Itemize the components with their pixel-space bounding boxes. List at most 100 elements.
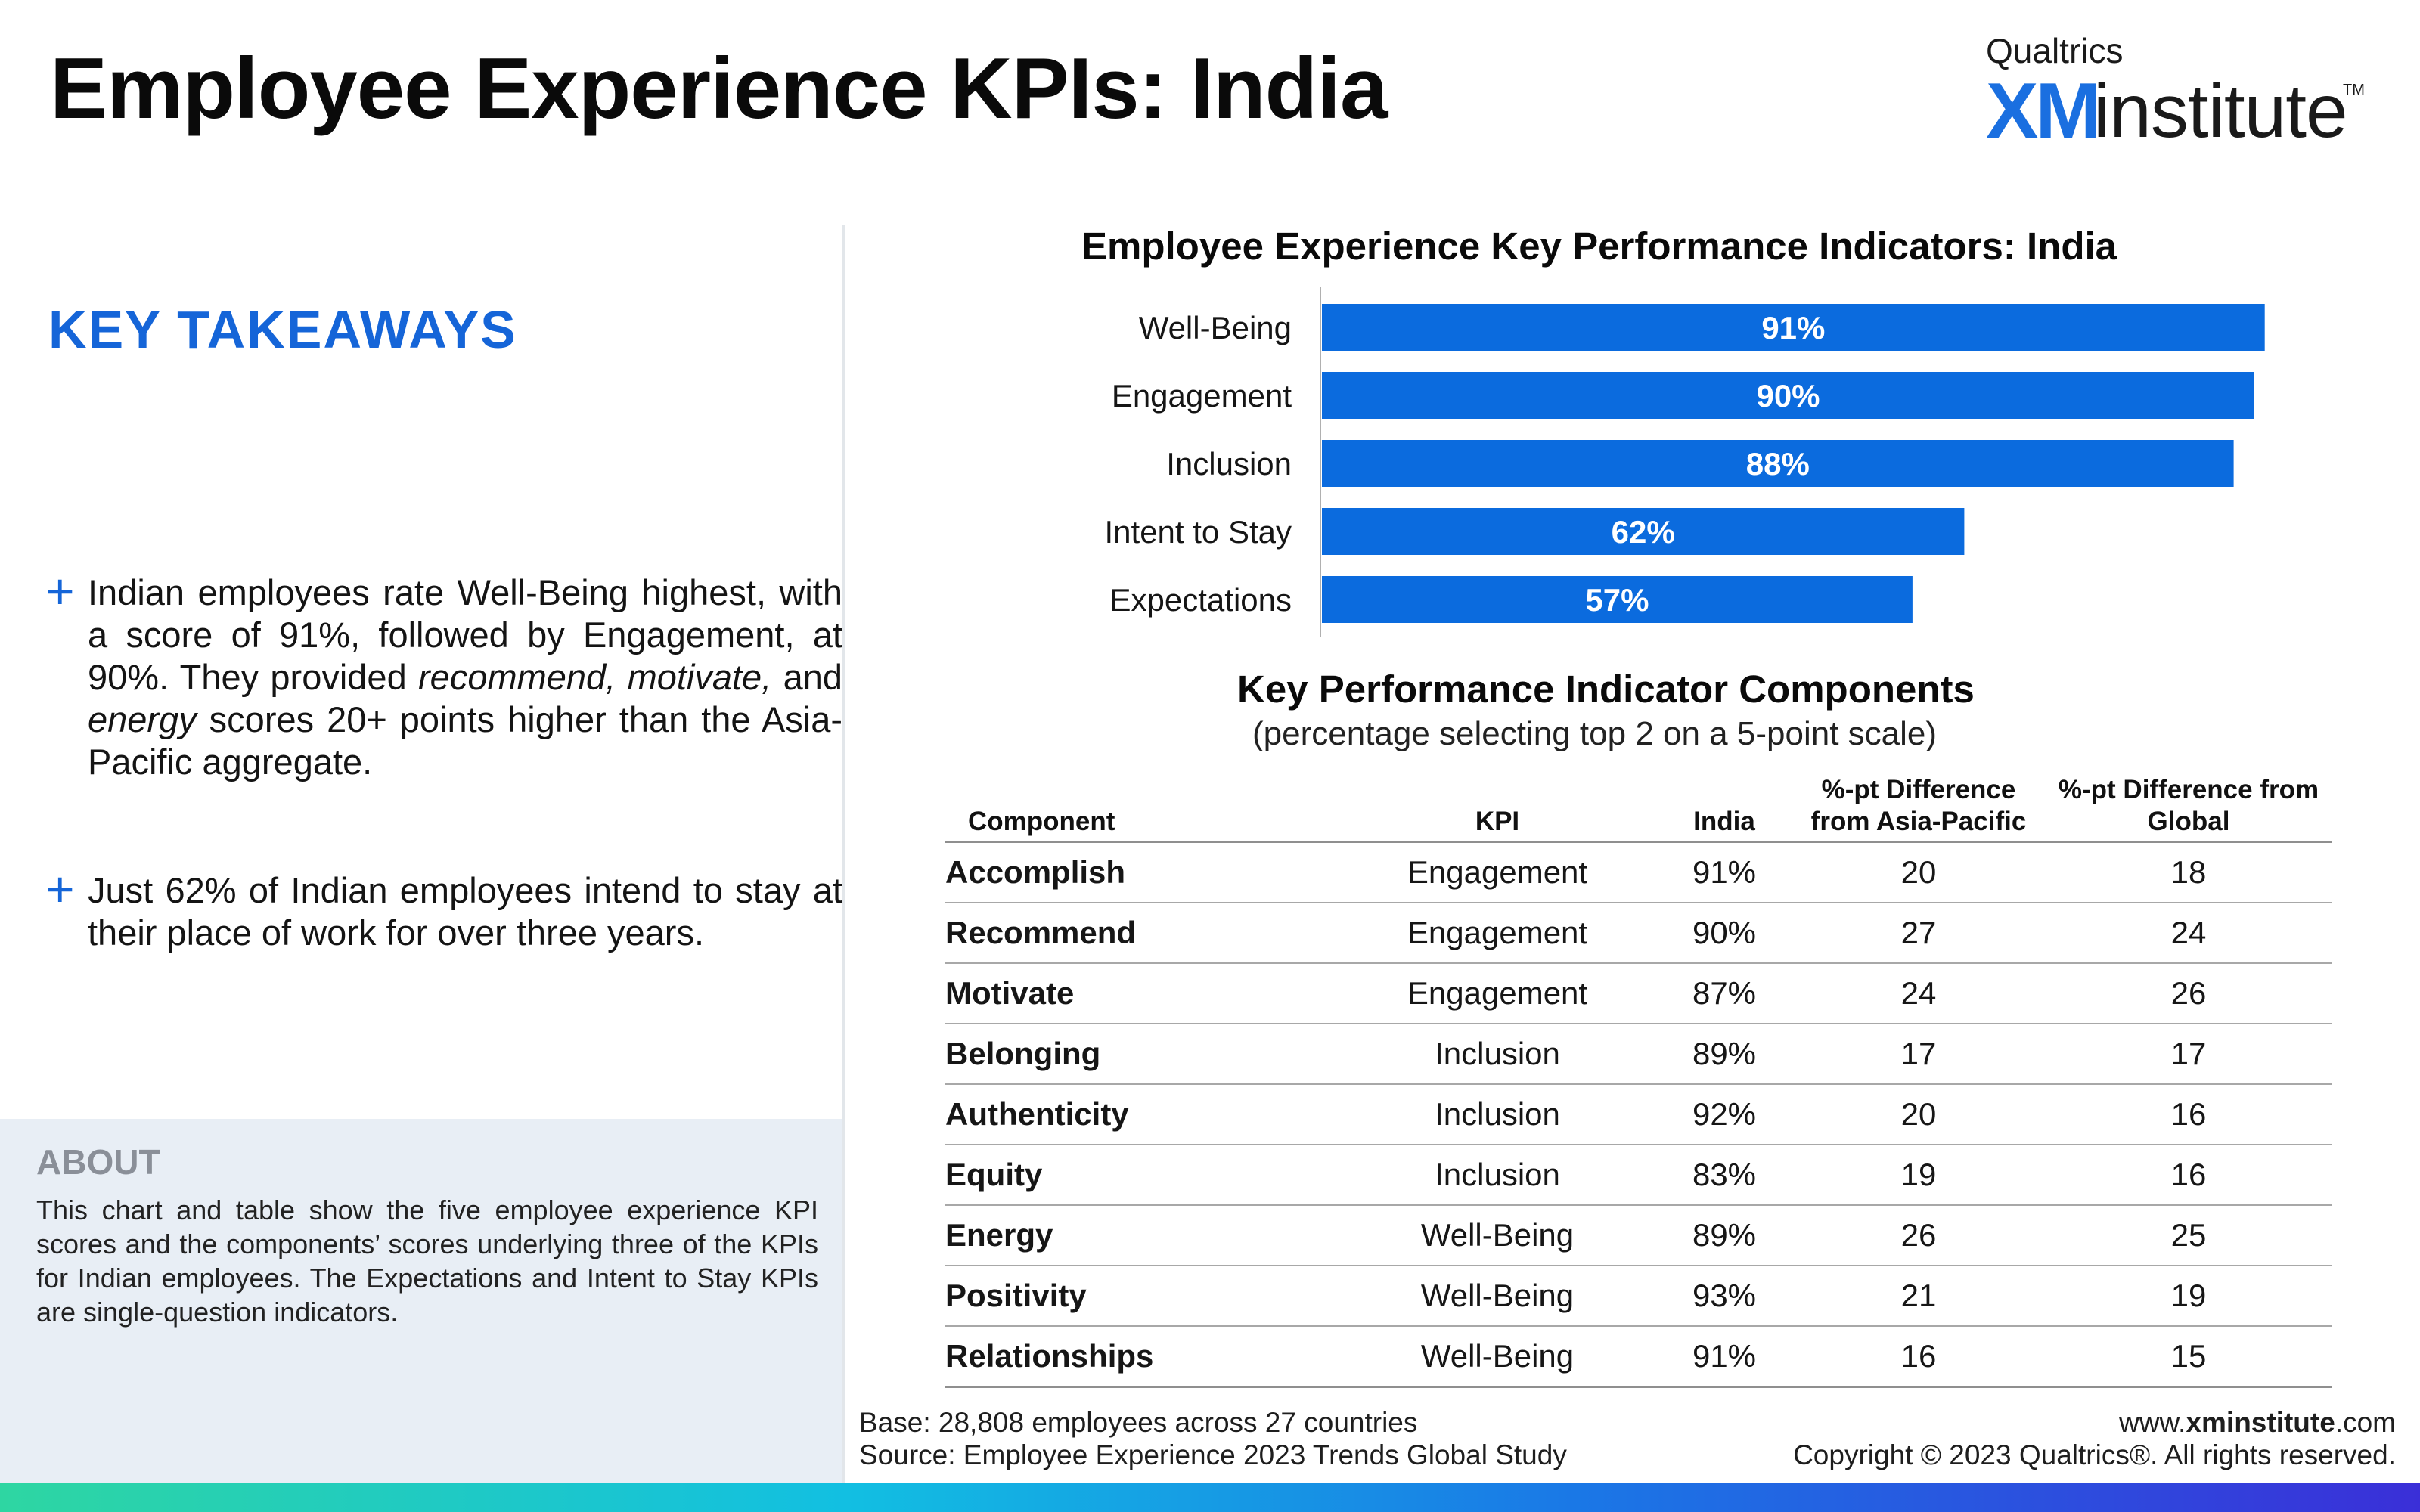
global-diff-cell: 18 [2045, 841, 2332, 903]
category-label: Engagement [1112, 378, 1292, 414]
category-label: Inclusion [1166, 446, 1292, 482]
logo-trademark: TM [2343, 82, 2365, 98]
apac-diff-cell: 17 [1792, 1024, 2045, 1085]
about-heading: ABOUT [36, 1142, 160, 1182]
table-row: Belonging Inclusion 89% 17 17 [945, 1024, 2332, 1085]
table-row: Authenticity Inclusion 92% 20 16 [945, 1084, 2332, 1145]
url-domain: xminstitute [2186, 1407, 2335, 1438]
global-diff-cell: 25 [2045, 1205, 2332, 1266]
kpi-bar-chart: Well-Being 91% Engagement 90% Inclusion 88% In… [1105, 287, 2265, 637]
global-diff-cell: 16 [2045, 1084, 2332, 1145]
column-divider [842, 225, 845, 1483]
website-link[interactable]: www.xminstitute.com [1793, 1406, 2396, 1439]
kpi-bar [1322, 440, 2234, 487]
category-label: Intent to Stay [1105, 514, 1292, 550]
apac-diff-cell: 20 [1792, 1084, 2045, 1145]
apac-diff-cell: 20 [1792, 841, 2045, 903]
component-cell: Belonging [945, 1024, 1339, 1085]
takeaway-1-emphasis-1: recommend, motivate, [418, 657, 772, 697]
bar-value-label: 88% [1746, 446, 1810, 482]
kpi-cell: Engagement [1339, 841, 1656, 903]
kpi-cell: Inclusion [1339, 1145, 1656, 1206]
table-row: Equity Inclusion 83% 19 16 [945, 1145, 2332, 1206]
table-column-header: KPI [1339, 771, 1656, 843]
global-diff-cell: 19 [2045, 1266, 2332, 1327]
apac-diff-cell: 26 [1792, 1205, 2045, 1266]
bar-value-label: 62% [1612, 514, 1675, 550]
apac-diff-cell: 24 [1792, 963, 2045, 1024]
kpi-chart-title: Employee Experience Key Performance Indi… [1081, 225, 2118, 268]
table-row: Accomplish Engagement 91% 20 18 [945, 841, 2332, 903]
category-label: Well-Being [1139, 310, 1292, 345]
kpi-cell: Inclusion [1339, 1084, 1656, 1145]
global-diff-cell: 26 [2045, 963, 2332, 1024]
apac-diff-cell: 16 [1792, 1326, 2045, 1388]
url-suffix: .com [2335, 1407, 2396, 1438]
kpi-cell: Well-Being [1339, 1266, 1656, 1327]
page-title: Employee Experience KPIs: India [50, 41, 1388, 137]
bar-value-label: 90% [1756, 378, 1820, 414]
logo-qualtrics-text: Qualtrics [1986, 31, 2124, 70]
kpi-bar [1322, 304, 2265, 351]
component-cell: Accomplish [945, 841, 1339, 903]
takeaway-1-part-3: scores 20+ points higher than the Asia-P… [88, 699, 842, 782]
india-score-cell: 92% [1656, 1084, 1792, 1145]
bottom-gradient-bar [0, 1483, 2420, 1512]
india-score-cell: 89% [1656, 1205, 1792, 1266]
global-diff-cell: 17 [2045, 1024, 2332, 1085]
global-diff-cell: 15 [2045, 1326, 2332, 1388]
kpi-bar [1322, 576, 1913, 623]
kpi-cell: Inclusion [1339, 1024, 1656, 1085]
kpi-cell: Well-Being [1339, 1205, 1656, 1266]
table-body: Accomplish Engagement 91% 20 18 Recommend Enga… [945, 841, 2332, 1388]
component-cell: Equity [945, 1145, 1339, 1206]
bar-value-label: 57% [1585, 582, 1649, 618]
table-column-header: %-pt Difference from Asia-Pacific [1792, 771, 2045, 843]
footer-notes: Base: 28,808 employees across 27 countri… [859, 1406, 1567, 1471]
copyright-note: Copyright © 2023 Qualtrics®. All rights … [1793, 1439, 2396, 1470]
kpi-bar [1322, 372, 2254, 419]
table-row: Recommend Engagement 90% 27 24 [945, 903, 2332, 964]
kpi-components-table: Component KPI India %-pt Difference from Asi… [945, 771, 2332, 1388]
component-cell: Positivity [945, 1266, 1339, 1327]
logo-institute-text: institute [2093, 69, 2348, 153]
global-diff-cell: 16 [2045, 1145, 2332, 1206]
components-table-subtitle: (percentage selecting top 2 on a 5-point… [1252, 715, 1938, 752]
about-text: This chart and table show the five emplo… [36, 1194, 818, 1328]
global-diff-cell: 24 [2045, 903, 2332, 964]
india-score-cell: 90% [1656, 903, 1792, 964]
takeaway-text-2: Just 62% of Indian employees intend to s… [88, 870, 842, 953]
kpi-cell: Engagement [1339, 963, 1656, 1024]
table-row: Motivate Engagement 87% 24 26 [945, 963, 2332, 1024]
table-row: Relationships Well-Being 91% 16 15 [945, 1326, 2332, 1388]
kpi-cell: Engagement [1339, 903, 1656, 964]
bar-value-label: 91% [1761, 310, 1825, 345]
india-score-cell: 87% [1656, 963, 1792, 1024]
takeaway-text-1: Indian employees rate Well-Being highest… [88, 572, 842, 783]
table-column-header: %-pt Difference from Global [2045, 771, 2332, 843]
apac-diff-cell: 27 [1792, 903, 2045, 964]
table-row: Positivity Well-Being 93% 21 19 [945, 1266, 2332, 1327]
component-cell: Relationships [945, 1326, 1339, 1388]
logo-xm-text: XM [1986, 67, 2101, 155]
table-column-header: India [1656, 771, 1792, 843]
india-score-cell: 89% [1656, 1024, 1792, 1085]
category-label: Expectations [1110, 582, 1292, 618]
table-header-row: Component KPI India %-pt Difference from Asi… [945, 771, 2332, 843]
apac-diff-cell: 21 [1792, 1266, 2045, 1327]
takeaway-1-emphasis-2: energy [88, 699, 197, 739]
table-column-header: Component [945, 771, 1339, 843]
component-cell: Energy [945, 1205, 1339, 1266]
plus-icon: + [45, 563, 75, 619]
kpi-cell: Well-Being [1339, 1326, 1656, 1388]
component-cell: Motivate [945, 963, 1339, 1024]
about-panel: ABOUT This chart and table show the five… [0, 1119, 842, 1483]
table-row: Energy Well-Being 89% 26 25 [945, 1205, 2332, 1266]
components-table-title: Key Performance Indicator Components [1237, 668, 1975, 711]
india-score-cell: 91% [1656, 1326, 1792, 1388]
base-note: Base: 28,808 employees across 27 countri… [859, 1407, 1418, 1438]
source-note: Source: Employee Experience 2023 Trends … [859, 1439, 1567, 1470]
plus-icon: + [45, 861, 75, 917]
india-score-cell: 91% [1656, 841, 1792, 903]
takeaway-1-part-2: and [771, 657, 842, 697]
